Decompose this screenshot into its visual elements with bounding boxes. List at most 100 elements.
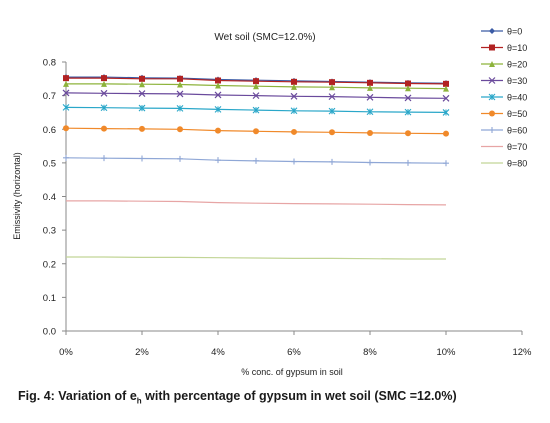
x-tick-label: 8%	[363, 347, 377, 358]
data-point-theta-40	[290, 107, 298, 115]
x-axis-label: % conc. of gypsum in soil	[241, 367, 343, 377]
legend-label-theta-80: θ=80	[507, 159, 527, 169]
legend-marker-theta-0	[489, 28, 495, 34]
data-point-theta-30	[442, 94, 450, 102]
data-point-theta-20	[177, 81, 183, 88]
x-tick-label: 2%	[135, 347, 149, 358]
data-point-theta-30	[366, 93, 374, 101]
data-point-theta-30	[404, 94, 412, 102]
data-point-theta-40	[328, 107, 336, 115]
data-point-theta-60	[101, 155, 107, 162]
data-point-theta-10	[101, 75, 107, 82]
series-line-theta-70	[66, 200, 447, 206]
data-point-theta-10	[253, 78, 259, 85]
legend-label-theta-70: θ=70	[507, 142, 527, 152]
data-point-theta-50	[253, 128, 259, 135]
data-point-theta-50	[215, 127, 221, 134]
legend-label-theta-10: θ=10	[507, 43, 527, 53]
data-point-theta-20	[63, 80, 69, 87]
data-point-theta-20	[139, 81, 145, 88]
data-point-theta-50	[177, 126, 183, 133]
data-point-theta-30	[252, 92, 260, 100]
data-point-theta-60	[367, 159, 373, 166]
data-point-theta-60	[405, 159, 411, 166]
data-point-theta-30	[138, 90, 146, 98]
data-point-theta-50	[101, 125, 107, 132]
y-tick-label: 0.6	[43, 125, 56, 136]
data-point-theta-20	[329, 84, 335, 91]
data-point-theta-50	[63, 125, 69, 132]
legend-marker-theta-60	[489, 127, 495, 133]
y-tick-label: 0.3	[43, 226, 56, 237]
data-point-theta-60	[139, 155, 145, 162]
data-point-theta-60	[443, 160, 449, 167]
y-tick-label: 0.7	[43, 91, 56, 102]
legend-marker-theta-30	[488, 77, 496, 84]
data-point-theta-20	[405, 85, 411, 92]
data-point-theta-40	[62, 104, 70, 111]
data-point-theta-20	[101, 80, 107, 87]
x-tick-label: 4%	[211, 347, 225, 358]
x-tick-label: 12%	[512, 347, 532, 358]
data-point-theta-20	[367, 84, 373, 91]
chart-title: Wet soil (SMC=12.0%)	[214, 32, 315, 43]
data-point-theta-40	[252, 106, 260, 114]
data-point-theta-30	[214, 91, 222, 99]
data-point-theta-60	[215, 157, 221, 164]
legend-label-theta-50: θ=50	[507, 109, 527, 119]
data-point-theta-40	[442, 109, 450, 116]
data-point-theta-10	[443, 80, 449, 87]
data-point-theta-50	[443, 130, 449, 137]
data-point-theta-10	[291, 78, 297, 85]
legend-label-theta-0: θ=0	[507, 27, 522, 37]
data-point-theta-60	[63, 154, 69, 161]
data-point-theta-50	[291, 128, 297, 135]
y-tick-label: 0.5	[43, 158, 56, 169]
data-point-theta-60	[177, 155, 183, 162]
emissivity-line-chart: Wet soil (SMC=12.0%) Emissivity (horizon…	[12, 27, 532, 378]
y-tick-label: 0.0	[43, 327, 56, 338]
data-point-theta-10	[139, 75, 145, 82]
data-point-theta-20	[253, 83, 259, 90]
figure-caption: Fig. 4: Variation of eh with percentage …	[18, 389, 538, 406]
caption-prefix: Fig. 4: Variation of e	[18, 389, 137, 403]
series-line-theta-80	[66, 256, 446, 260]
data-point-theta-50	[405, 130, 411, 137]
legend-label-theta-40: θ=40	[507, 93, 527, 103]
data-point-theta-60	[291, 158, 297, 165]
data-point-theta-20	[291, 83, 297, 90]
y-tick-label: 0.8	[43, 58, 56, 69]
x-tick-label: 10%	[436, 347, 456, 358]
data-point-theta-30	[290, 92, 298, 100]
legend-marker-theta-10	[489, 44, 495, 51]
data-point-theta-10	[215, 77, 221, 84]
plot-area: 0.0 0.1 0.2 0.3 0.4 0.5 0.6 0.7 0.8 0% 2% 4% 6% 8% 10%…	[43, 58, 532, 359]
y-tick-label: 0.2	[43, 259, 56, 270]
data-point-theta-40	[138, 104, 146, 112]
caption-suffix: with percentage of gypsum in wet soil (S…	[141, 389, 457, 403]
data-point-theta-50	[139, 125, 145, 132]
legend: θ=0 θ=10 θ=20 θ=30 θ=40 θ=50 θ=60 θ=70 θ=80	[481, 27, 527, 169]
x-tick-label: 6%	[287, 347, 301, 358]
data-point-theta-30	[100, 89, 108, 97]
data-point-theta-20	[215, 82, 221, 89]
data-point-theta-40	[176, 105, 184, 112]
data-point-theta-40	[214, 106, 222, 113]
legend-marker-theta-40	[488, 93, 496, 101]
data-point-theta-50	[329, 129, 335, 136]
data-point-theta-30	[62, 89, 70, 97]
data-point-theta-30	[176, 90, 184, 98]
data-point-theta-30	[328, 93, 336, 101]
legend-label-theta-20: θ=20	[507, 60, 527, 70]
data-point-theta-10	[329, 79, 335, 86]
data-point-theta-20	[443, 85, 449, 92]
y-tick-label: 0.4	[43, 192, 56, 203]
data-point-theta-10	[367, 79, 373, 86]
data-point-theta-60	[253, 157, 259, 164]
data-point-theta-10	[177, 75, 183, 82]
data-point-theta-50	[367, 129, 373, 136]
legend-marker-theta-20	[489, 61, 495, 67]
data-point-theta-40	[100, 104, 108, 112]
y-tick-label: 0.1	[43, 293, 56, 304]
data-point-theta-40	[366, 108, 374, 116]
